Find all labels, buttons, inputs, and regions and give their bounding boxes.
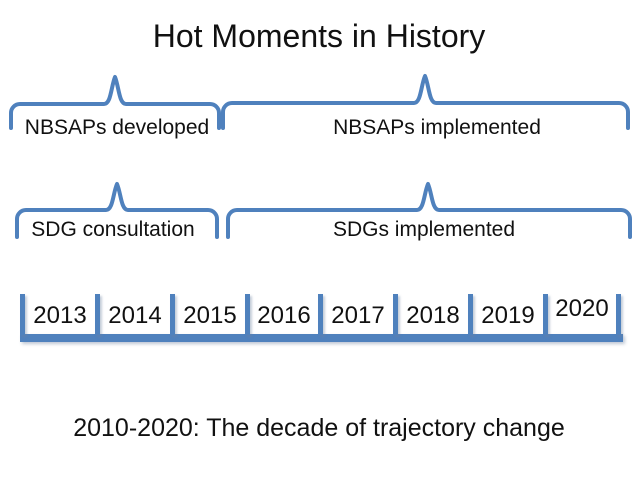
- timeline-tick: [543, 294, 548, 335]
- caption: 2010-2020: The decade of trajectory chan…: [73, 414, 565, 442]
- label-nbsaps-implemented: NBSAPs implemented: [333, 116, 541, 139]
- year-label: 2016: [257, 302, 311, 329]
- timeline-bar: [20, 334, 623, 342]
- label-sdg-consultation: SDG consultation: [31, 218, 195, 241]
- timeline-tick: [318, 294, 323, 335]
- year-label: 2017: [331, 302, 385, 329]
- year-label: 2015: [183, 302, 237, 329]
- timeline-tick: [20, 294, 25, 335]
- year-label: 2014: [108, 302, 162, 329]
- timeline-tick: [468, 294, 473, 335]
- brace-nbsaps-implemented: [221, 74, 630, 130]
- brace-nbsaps-developed: [9, 75, 221, 130]
- brace-sdg-consultation: [15, 182, 219, 239]
- brace-sdgs-implemented: [226, 182, 632, 239]
- timeline-tick: [245, 294, 250, 335]
- timeline-tick: [616, 294, 621, 335]
- label-sdgs-implemented: SDGs implemented: [332, 218, 516, 241]
- timeline-tick: [393, 294, 398, 335]
- year-label: 2019: [481, 302, 535, 329]
- year-label: 2020: [555, 295, 609, 322]
- slide-title: Hot Moments in History: [152, 18, 486, 54]
- timeline-tick: [170, 294, 175, 335]
- label-nbsaps-developed: NBSAPs developed: [24, 116, 210, 139]
- timeline-tick: [95, 294, 100, 335]
- year-label: 2018: [406, 302, 460, 329]
- year-label: 2013: [33, 302, 87, 329]
